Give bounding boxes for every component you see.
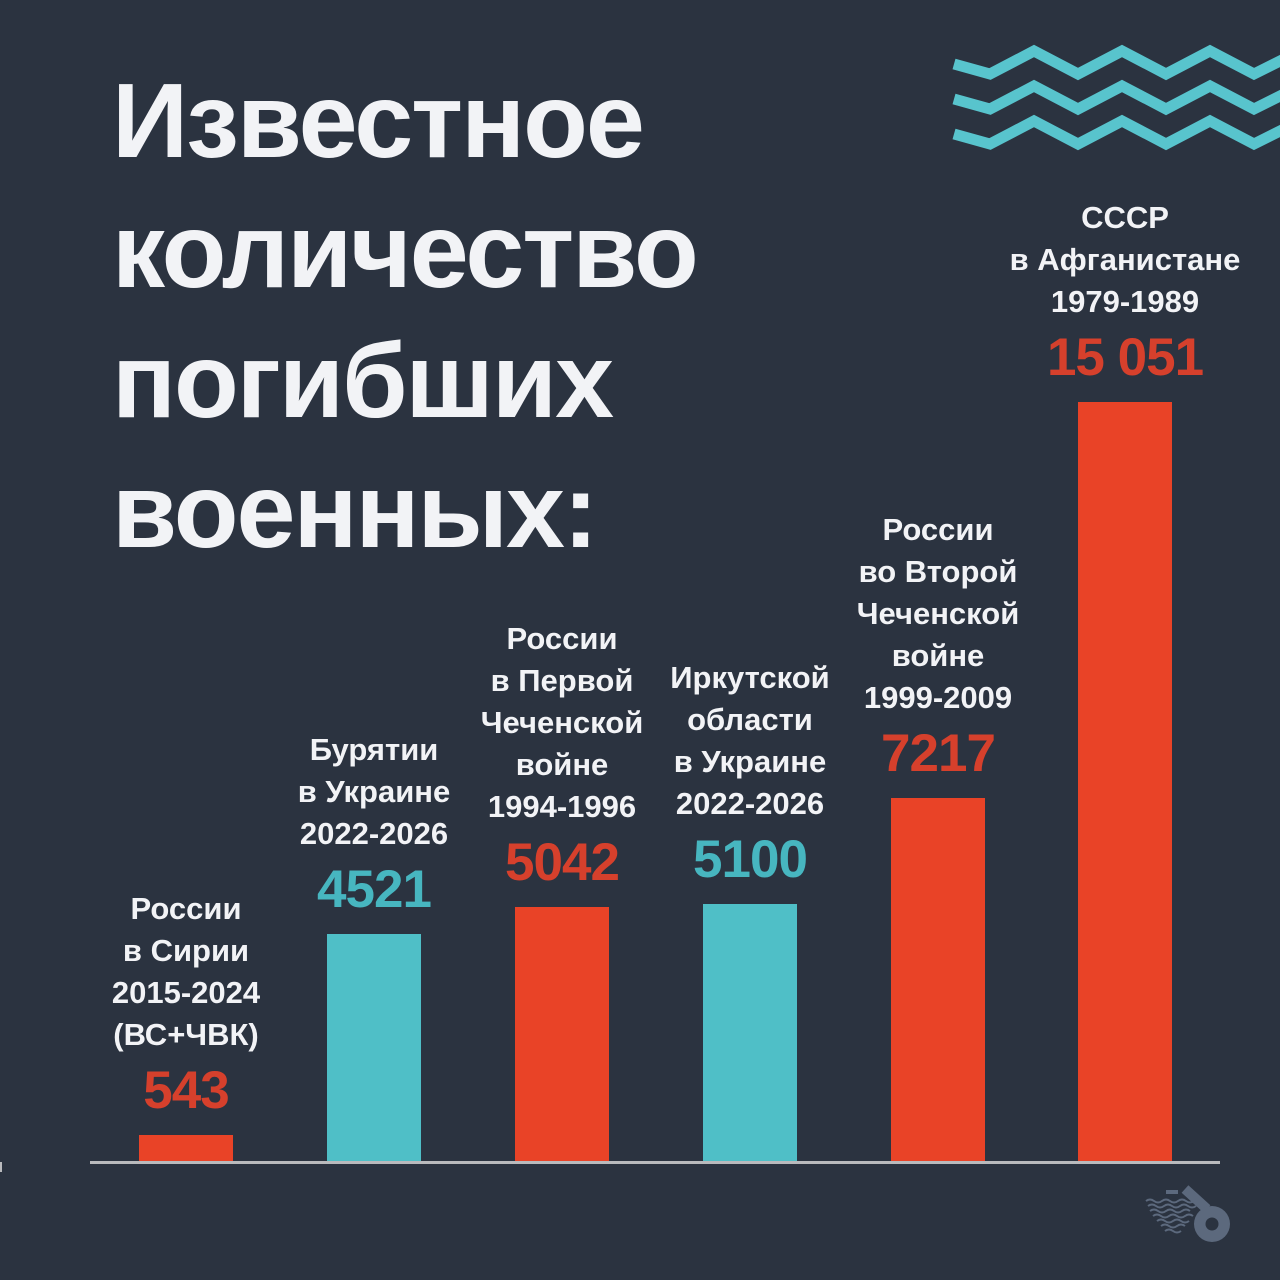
x-axis-line <box>90 1161 1220 1164</box>
bar-label: СССР в Афганистане 1979-1989 <box>1009 200 1241 319</box>
bar-label: Иркутской области в Украине 2022-2026 <box>670 660 830 821</box>
bar-rect <box>703 904 797 1162</box>
bar-label: России в Первой Чеченской войне 1994-199… <box>480 621 644 824</box>
bar-group-irkutsk: Иркутской области в Украине 2022-2026 51… <box>656 657 844 1162</box>
publisher-logo-icon <box>1145 1185 1230 1242</box>
bar-value: 15 051 <box>1046 328 1204 387</box>
bar-group-syria: России в Сирии 2015-2024 (ВС+ЧВК) 543 <box>92 888 280 1162</box>
bar-label: России во Второй Чеченской войне 1999-20… <box>856 512 1020 715</box>
bar-value: 543 <box>143 1061 229 1120</box>
waves-icon <box>952 44 1280 151</box>
bar-group-first-chechen: России в Первой Чеченской войне 1994-199… <box>468 618 656 1162</box>
bar-value: 4521 <box>317 860 432 919</box>
bar-group-afghanistan: СССР в Афганистане 1979-1989 15 051 <box>1010 197 1240 1162</box>
bar-label: Бурятии в Украине 2022-2026 <box>297 732 451 851</box>
bar-rect <box>515 907 609 1162</box>
bar-rect <box>1078 402 1172 1162</box>
axis-tick <box>0 1162 2 1172</box>
bar-label: России в Сирии 2015-2024 (ВС+ЧВК) <box>111 891 261 1052</box>
bar-rect <box>891 798 985 1162</box>
bar-value: 7217 <box>881 724 996 783</box>
bar-rect <box>327 934 421 1162</box>
bar-value: 5100 <box>693 830 808 889</box>
bar-group-buryatia: Бурятии в Украине 2022-2026 4521 <box>280 729 468 1162</box>
bar-group-second-chechen: России во Второй Чеченской войне 1999-20… <box>844 509 1032 1162</box>
bar-value: 5042 <box>505 833 620 892</box>
bar-rect <box>139 1135 233 1162</box>
page-title: Известное количество погибших военных: <box>112 62 699 570</box>
